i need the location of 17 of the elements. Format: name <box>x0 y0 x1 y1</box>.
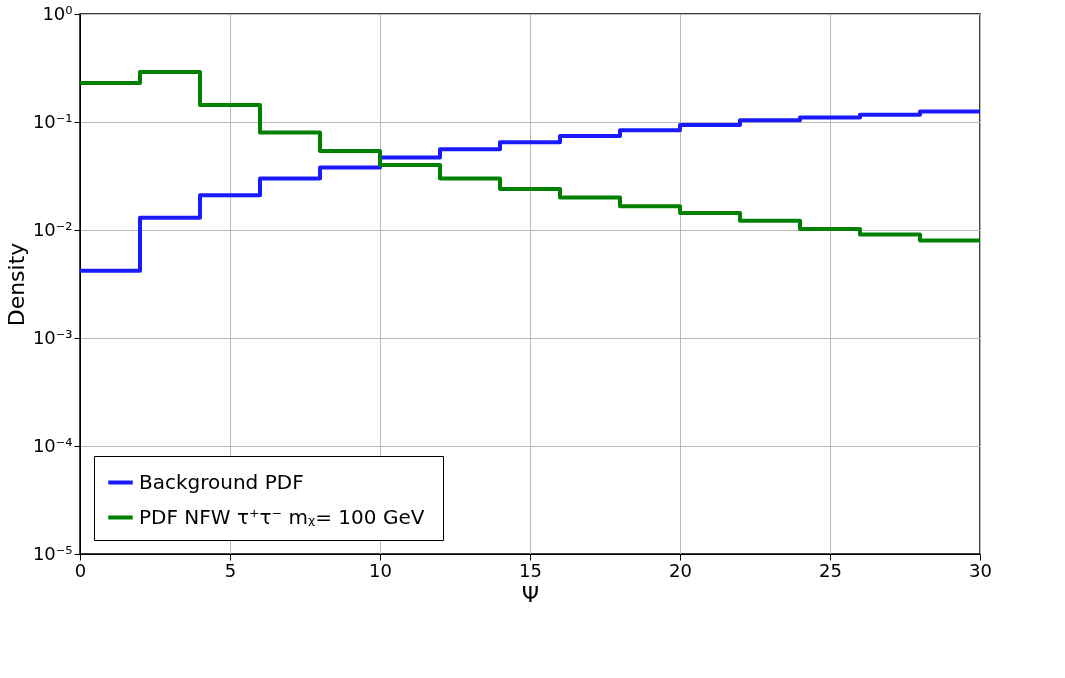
y-tick-label: 10⁻⁴ <box>32 434 73 456</box>
y-tick-label: 10⁻² <box>32 218 73 240</box>
y-tick-label: 10⁻⁵ <box>32 542 73 564</box>
x-tick-label: 10 <box>369 559 392 581</box>
x-tick-label: 0 <box>74 559 87 581</box>
y-tick-label: 10⁻¹ <box>32 110 73 132</box>
y-tick-label: 10⁻³ <box>32 326 73 348</box>
x-tick-label: 15 <box>519 559 542 581</box>
x-tick-label: 5 <box>224 559 237 581</box>
x-axis-title: Ψ <box>521 581 540 607</box>
legend-label: Background PDF <box>139 469 304 494</box>
x-tick-label: 20 <box>669 559 692 581</box>
y-axis-title: Density <box>3 242 29 327</box>
x-tick-label: 25 <box>819 559 842 581</box>
y-tick-label: 10⁰ <box>42 2 73 24</box>
legend-label: PDF NFW τ⁺τ⁻ mᵪ= 100 GeV <box>139 504 425 529</box>
x-tick-label: 30 <box>969 559 992 581</box>
